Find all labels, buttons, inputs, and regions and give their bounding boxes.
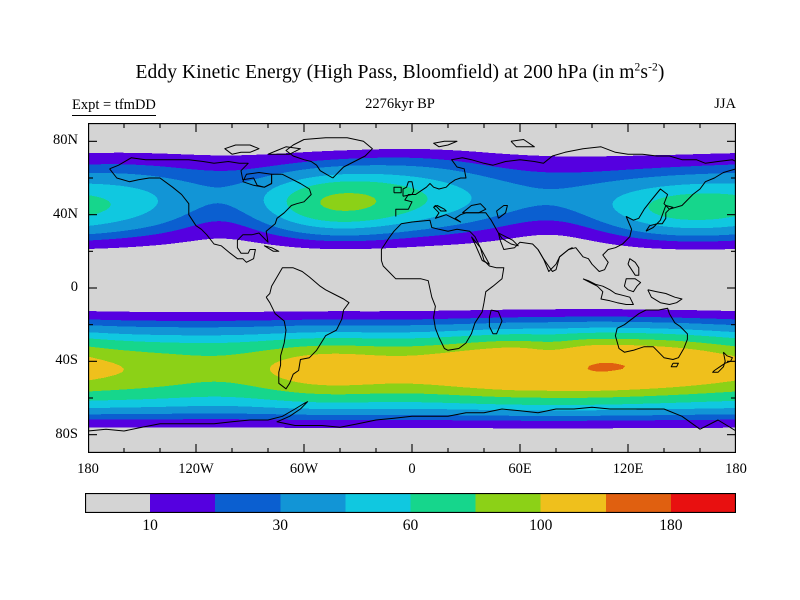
- colorbar-tick-label: 180: [659, 517, 683, 534]
- coastline-path: [402, 181, 415, 197]
- lon-tick-label: 60E: [508, 461, 532, 477]
- colorbar-segment-80-100: [475, 493, 542, 513]
- coastline-path: [224, 144, 260, 155]
- coastline-path: [433, 140, 458, 148]
- coastline-path: [614, 307, 688, 360]
- lon-tick-label: 180: [725, 461, 747, 477]
- lon-tick-label: 180: [77, 461, 99, 477]
- coastline-path: [88, 401, 736, 432]
- lat-tick-label: 40S: [55, 352, 78, 369]
- lon-tick-label: 120E: [612, 461, 644, 477]
- title-text: Eddy Kinetic Energy (High Pass, Bloomfie…: [135, 62, 635, 83]
- coastline-path: [393, 186, 402, 194]
- coastline-path: [265, 267, 350, 390]
- colorbar-tick-label: 30: [272, 517, 289, 534]
- colorbar-frame: [85, 493, 736, 513]
- lat-tick-label: 80S: [55, 425, 78, 442]
- title-text-end: ): [657, 62, 665, 83]
- colorbar-segment-below-10: [85, 493, 151, 513]
- contour-band-80-100: [88, 193, 736, 398]
- lat-tick-label: 80N: [53, 132, 78, 149]
- coastline-path: [623, 278, 642, 293]
- period-label: 2276kyr BP: [365, 96, 435, 112]
- lon-tick-label: 120W: [178, 461, 214, 477]
- coastline-path: [109, 157, 312, 263]
- coastline-path: [242, 172, 273, 188]
- coastline-path: [627, 258, 640, 276]
- map-plot-area: 80N 40N 0 40S 80S 180 120W 60W 0 60E 120E 180: [53, 123, 747, 477]
- colorbar-tick-label: 60: [402, 517, 419, 534]
- colorbar-tick-label: 10: [142, 517, 158, 534]
- coastline-path: [496, 205, 508, 219]
- coastline-path: [395, 146, 736, 217]
- colorbar-segment-60-80: [410, 493, 477, 513]
- coastline-path: [488, 309, 503, 335]
- season-label: JJA: [714, 96, 736, 112]
- title-exponent-1: 2: [634, 61, 641, 74]
- coastline-path: [462, 203, 487, 214]
- colorbar-segment-20-30: [215, 493, 281, 513]
- title-exponent-2: -2: [648, 61, 658, 74]
- colorbar-segment-140-180: [605, 493, 672, 513]
- coastline-path: [670, 362, 679, 368]
- coastline-path: [712, 351, 733, 373]
- colorbar-segment-above-180: [670, 493, 736, 513]
- coastline-path: [470, 236, 490, 265]
- title-text-mid: s: [640, 62, 649, 83]
- coastline-path: [510, 139, 535, 148]
- page-title: Eddy Kinetic Energy (High Pass, Bloomfie…: [0, 62, 800, 84]
- coastline-path: [497, 232, 519, 247]
- colorbar-tick-label: 100: [529, 517, 553, 534]
- lon-tick-label: 0: [408, 461, 416, 477]
- lat-tick-label: 40N: [53, 205, 78, 222]
- lon-tick-label: 60W: [289, 461, 319, 477]
- coastline-path: [263, 245, 280, 252]
- coastline-path: [645, 205, 674, 232]
- coastline-path: [285, 137, 373, 179]
- lat-tick-label: 0: [70, 279, 78, 295]
- colorbar-segment-10-20: [150, 493, 216, 513]
- contour-band-100-140: [88, 344, 736, 392]
- coastline-path: [267, 146, 301, 155]
- colorbar-segment-30-45: [280, 493, 346, 513]
- coastline-path: [537, 247, 573, 272]
- colorbar: 10 30 60 100 180: [85, 493, 736, 534]
- colorbar-swatches: [85, 493, 736, 513]
- colorbar-segment-45-60: [345, 493, 411, 513]
- colorbar-segment-100-140: [540, 493, 607, 513]
- coastline-path: [647, 289, 683, 305]
- coastline-path: [380, 219, 505, 351]
- contour-band-140-180: [587, 362, 626, 372]
- experiment-label: Expt = tfmDD: [72, 97, 156, 116]
- contour-map: [88, 123, 736, 453]
- coastline-path: [582, 278, 634, 305]
